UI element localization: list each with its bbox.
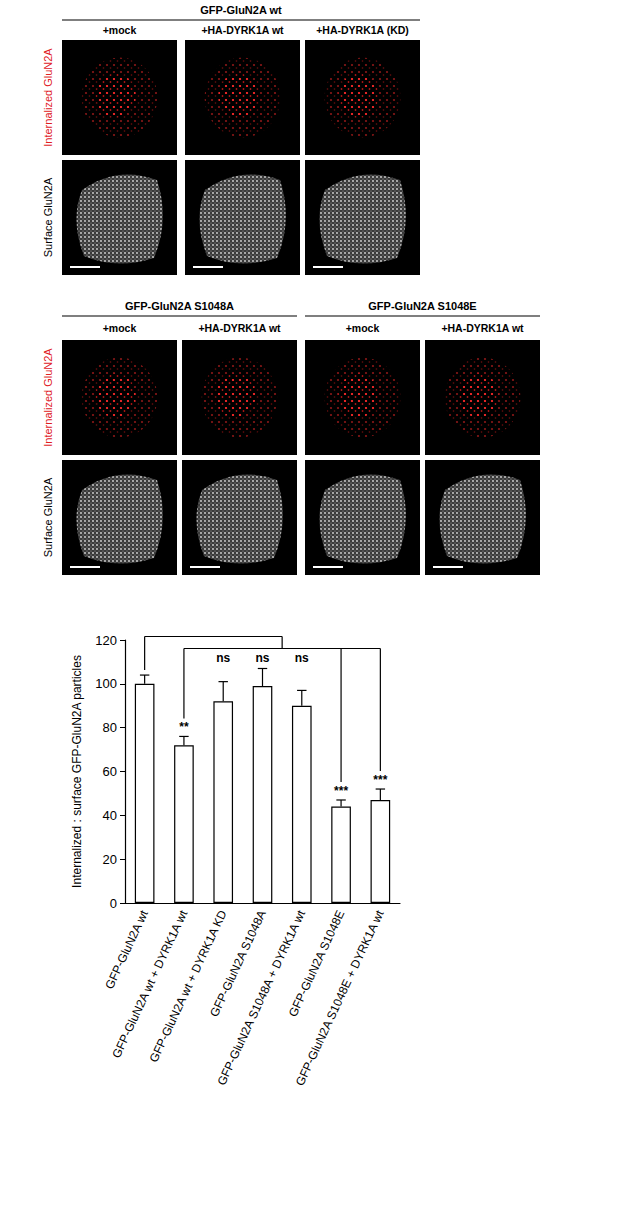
svg-text:GFP-GluN2A wt: GFP-GluN2A wt xyxy=(200,4,282,16)
svg-text:+HA-DYRK1A wt: +HA-DYRK1A wt xyxy=(441,322,524,334)
svg-text:GFP-GluN2A wt + DYRK1A KD: GFP-GluN2A wt + DYRK1A KD xyxy=(147,908,230,1065)
svg-text:+mock: +mock xyxy=(103,24,137,36)
svg-text:40: 40 xyxy=(103,808,117,823)
svg-text:ns: ns xyxy=(295,651,309,665)
svg-text:Surface GluN2A: Surface GluN2A xyxy=(42,477,54,557)
svg-text:GFP-GluN2A S1048E: GFP-GluN2A S1048E xyxy=(368,300,476,312)
svg-text:100: 100 xyxy=(95,676,117,691)
svg-text:ns: ns xyxy=(216,651,230,665)
svg-text:***: *** xyxy=(373,773,387,787)
svg-text:GFP-GluN2A S1048A: GFP-GluN2A S1048A xyxy=(125,300,234,312)
svg-text:0: 0 xyxy=(110,896,117,911)
svg-text:80: 80 xyxy=(103,720,117,735)
svg-text:GFP-GluN2A S1048E + DYRK1A wt: GFP-GluN2A S1048E + DYRK1A wt xyxy=(293,907,387,1088)
svg-text:GFP-GluN2A S1048A: GFP-GluN2A S1048A xyxy=(207,908,269,1019)
svg-text:Surface GluN2A: Surface GluN2A xyxy=(42,177,54,257)
svg-text:+HA-DYRK1A wt: +HA-DYRK1A wt xyxy=(201,24,284,36)
svg-text:Internalized GluN2A: Internalized GluN2A xyxy=(42,348,54,447)
svg-text:+HA-DYRK1A wt: +HA-DYRK1A wt xyxy=(198,322,281,334)
svg-text:20: 20 xyxy=(103,852,117,867)
svg-text:Internalized GluN2A: Internalized GluN2A xyxy=(42,48,54,147)
svg-text:***: *** xyxy=(334,784,348,798)
svg-text:Internalized : surface GFP-Glu: Internalized : surface GFP-GluN2A partic… xyxy=(70,655,84,888)
svg-text:+mock: +mock xyxy=(346,322,380,334)
svg-text:+HA-DYRK1A (KD): +HA-DYRK1A (KD) xyxy=(316,24,409,36)
svg-text:**: ** xyxy=(179,720,189,734)
svg-text:120: 120 xyxy=(95,633,117,648)
svg-text:ns: ns xyxy=(255,651,269,665)
svg-text:60: 60 xyxy=(103,764,117,779)
svg-text:GFP-GluN2A wt + DYRK1A wt: GFP-GluN2A wt + DYRK1A wt xyxy=(109,907,190,1060)
svg-text:+mock: +mock xyxy=(103,322,137,334)
svg-text:GFP-GluN2A S1048A + DYRK1A wt: GFP-GluN2A S1048A + DYRK1A wt xyxy=(214,908,309,1088)
